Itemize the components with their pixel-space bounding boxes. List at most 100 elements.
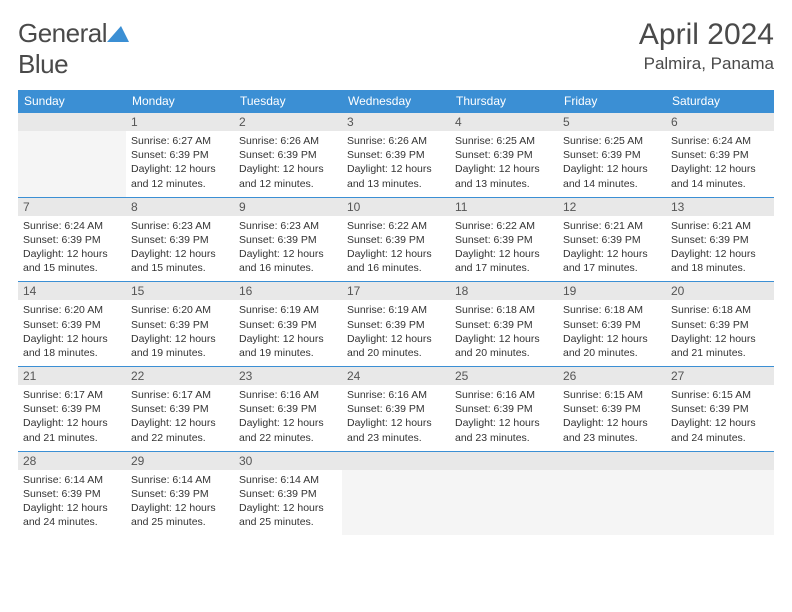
daylight-text-1: Daylight: 12 hours [563,247,661,261]
day-number: 16 [234,282,342,300]
calendar-cell: 15Sunrise: 6:20 AMSunset: 6:39 PMDayligh… [126,282,234,367]
sunset-text: Sunset: 6:39 PM [455,402,553,416]
daylight-text-2: and 24 minutes. [671,431,769,445]
calendar-cell: 19Sunrise: 6:18 AMSunset: 6:39 PMDayligh… [558,282,666,367]
calendar-cell: 23Sunrise: 6:16 AMSunset: 6:39 PMDayligh… [234,367,342,452]
sunset-text: Sunset: 6:39 PM [671,402,769,416]
daylight-text-2: and 14 minutes. [563,177,661,191]
sunset-text: Sunset: 6:39 PM [347,233,445,247]
sunset-text: Sunset: 6:39 PM [131,402,229,416]
daylight-text-2: and 16 minutes. [239,261,337,275]
sunrise-text: Sunrise: 6:18 AM [563,303,661,317]
day-number: 4 [450,113,558,131]
daylight-text-2: and 23 minutes. [347,431,445,445]
day-number: 2 [234,113,342,131]
day-number: 12 [558,198,666,216]
sunset-text: Sunset: 6:39 PM [563,233,661,247]
calendar-cell: 16Sunrise: 6:19 AMSunset: 6:39 PMDayligh… [234,282,342,367]
day-details: Sunrise: 6:26 AMSunset: 6:39 PMDaylight:… [234,131,342,197]
day-number: 17 [342,282,450,300]
day-number: 7 [18,198,126,216]
calendar-cell [558,451,666,535]
sunrise-text: Sunrise: 6:22 AM [455,219,553,233]
day-number: 29 [126,452,234,470]
sunrise-text: Sunrise: 6:18 AM [455,303,553,317]
calendar-row: 1Sunrise: 6:27 AMSunset: 6:39 PMDaylight… [18,113,774,198]
daylight-text-1: Daylight: 12 hours [131,416,229,430]
sunrise-text: Sunrise: 6:16 AM [455,388,553,402]
day-number: 15 [126,282,234,300]
day-details: Sunrise: 6:16 AMSunset: 6:39 PMDaylight:… [342,385,450,451]
location: Palmira, Panama [639,54,774,74]
sunset-text: Sunset: 6:39 PM [239,402,337,416]
calendar-cell: 20Sunrise: 6:18 AMSunset: 6:39 PMDayligh… [666,282,774,367]
daylight-text-2: and 25 minutes. [239,515,337,529]
day-details: Sunrise: 6:14 AMSunset: 6:39 PMDaylight:… [126,470,234,536]
daylight-text-2: and 18 minutes. [23,346,121,360]
sunrise-text: Sunrise: 6:25 AM [455,134,553,148]
daylight-text-1: Daylight: 12 hours [455,416,553,430]
daylight-text-1: Daylight: 12 hours [671,247,769,261]
daylight-text-2: and 16 minutes. [347,261,445,275]
daylight-text-1: Daylight: 12 hours [131,247,229,261]
sunset-text: Sunset: 6:39 PM [455,233,553,247]
calendar-cell: 22Sunrise: 6:17 AMSunset: 6:39 PMDayligh… [126,367,234,452]
day-header-wed: Wednesday [342,90,450,113]
daylight-text-1: Daylight: 12 hours [23,501,121,515]
calendar-cell: 24Sunrise: 6:16 AMSunset: 6:39 PMDayligh… [342,367,450,452]
daylight-text-2: and 13 minutes. [347,177,445,191]
day-number: 9 [234,198,342,216]
daylight-text-2: and 20 minutes. [455,346,553,360]
header-right: April 2024 Palmira, Panama [639,18,774,74]
day-details: Sunrise: 6:19 AMSunset: 6:39 PMDaylight:… [342,300,450,366]
daylight-text-1: Daylight: 12 hours [239,332,337,346]
sunrise-text: Sunrise: 6:14 AM [131,473,229,487]
logo: GeneralBlue [18,18,129,80]
calendar-cell: 17Sunrise: 6:19 AMSunset: 6:39 PMDayligh… [342,282,450,367]
day-details: Sunrise: 6:16 AMSunset: 6:39 PMDaylight:… [234,385,342,451]
daylight-text-2: and 14 minutes. [671,177,769,191]
sunrise-text: Sunrise: 6:15 AM [563,388,661,402]
sunset-text: Sunset: 6:39 PM [23,402,121,416]
day-number: 11 [450,198,558,216]
day-header-thu: Thursday [450,90,558,113]
day-header-mon: Monday [126,90,234,113]
daylight-text-1: Daylight: 12 hours [563,162,661,176]
sunset-text: Sunset: 6:39 PM [239,148,337,162]
sunset-text: Sunset: 6:39 PM [563,148,661,162]
sunrise-text: Sunrise: 6:21 AM [563,219,661,233]
day-number: 21 [18,367,126,385]
daylight-text-2: and 21 minutes. [671,346,769,360]
sunrise-text: Sunrise: 6:15 AM [671,388,769,402]
sunrise-text: Sunrise: 6:18 AM [671,303,769,317]
sunrise-text: Sunrise: 6:17 AM [23,388,121,402]
day-number: 22 [126,367,234,385]
sunset-text: Sunset: 6:39 PM [563,402,661,416]
daylight-text-1: Daylight: 12 hours [23,416,121,430]
sunrise-text: Sunrise: 6:14 AM [239,473,337,487]
daylight-text-1: Daylight: 12 hours [455,162,553,176]
daylight-text-2: and 19 minutes. [239,346,337,360]
daylight-text-2: and 20 minutes. [563,346,661,360]
calendar-cell: 10Sunrise: 6:22 AMSunset: 6:39 PMDayligh… [342,197,450,282]
day-details: Sunrise: 6:26 AMSunset: 6:39 PMDaylight:… [342,131,450,197]
daylight-text-1: Daylight: 12 hours [239,416,337,430]
day-number: 20 [666,282,774,300]
sunrise-text: Sunrise: 6:26 AM [347,134,445,148]
day-number: 26 [558,367,666,385]
logo-text: GeneralBlue [18,18,129,80]
daylight-text-1: Daylight: 12 hours [563,416,661,430]
daylight-text-1: Daylight: 12 hours [23,247,121,261]
calendar-cell: 1Sunrise: 6:27 AMSunset: 6:39 PMDaylight… [126,113,234,198]
day-details: Sunrise: 6:18 AMSunset: 6:39 PMDaylight:… [450,300,558,366]
daylight-text-1: Daylight: 12 hours [347,416,445,430]
day-number: 6 [666,113,774,131]
day-details: Sunrise: 6:25 AMSunset: 6:39 PMDaylight:… [450,131,558,197]
sunrise-text: Sunrise: 6:21 AM [671,219,769,233]
sunset-text: Sunset: 6:39 PM [239,318,337,332]
sunrise-text: Sunrise: 6:27 AM [131,134,229,148]
sunset-text: Sunset: 6:39 PM [563,318,661,332]
sunrise-text: Sunrise: 6:16 AM [239,388,337,402]
calendar-row: 28Sunrise: 6:14 AMSunset: 6:39 PMDayligh… [18,451,774,535]
calendar-cell [666,451,774,535]
